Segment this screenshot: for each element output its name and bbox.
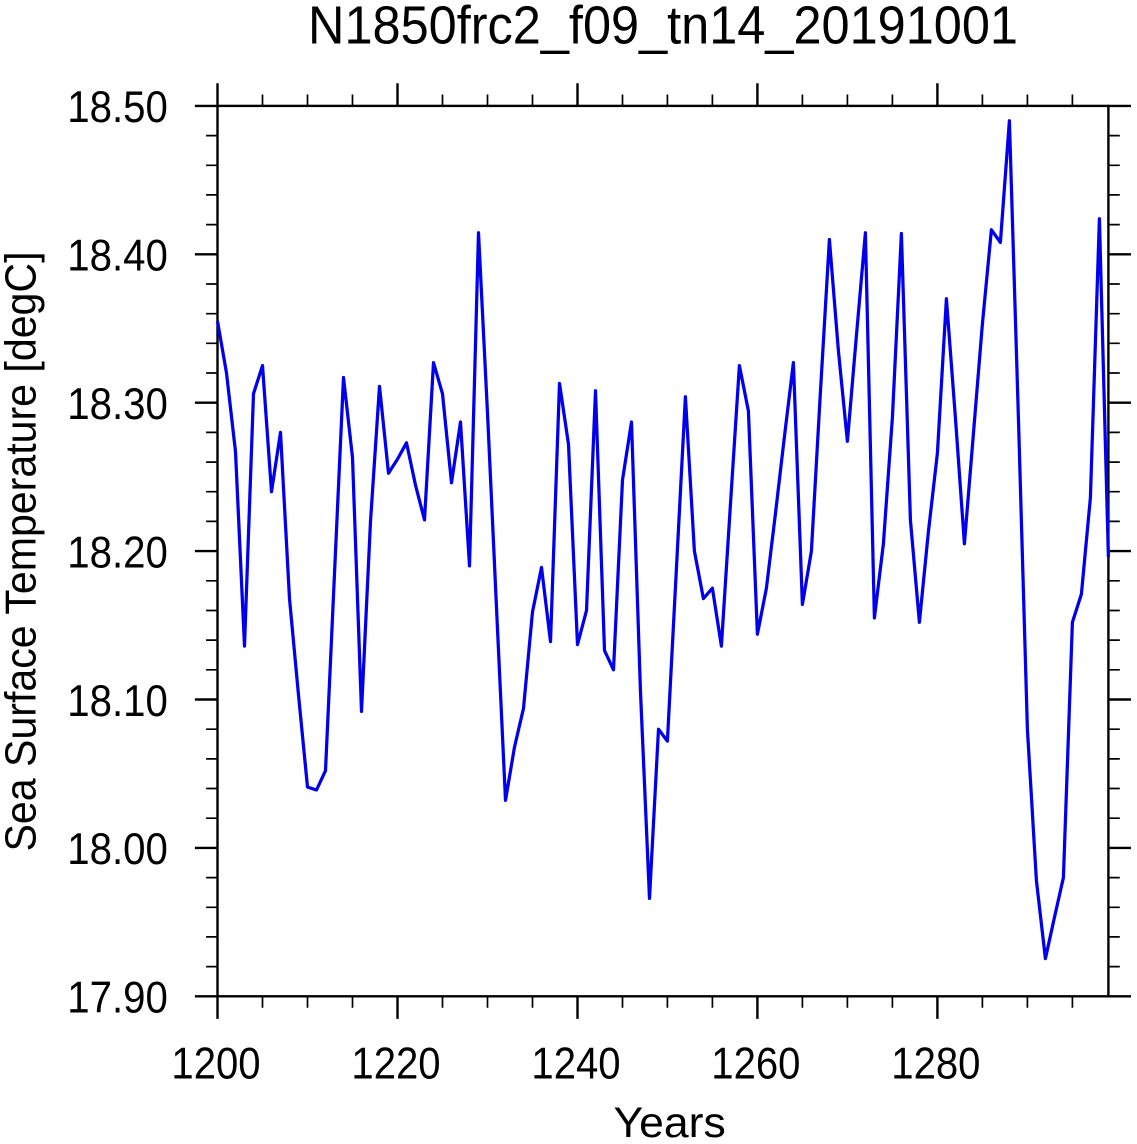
svg-text:Years: Years [614, 1100, 726, 1144]
svg-text:18.20: 18.20 [67, 528, 168, 577]
svg-text:1240: 1240 [531, 1040, 620, 1089]
svg-text:17.90: 17.90 [67, 974, 168, 1023]
svg-text:1200: 1200 [171, 1040, 260, 1089]
svg-text:18.30: 18.30 [67, 380, 168, 429]
svg-text:1220: 1220 [351, 1040, 440, 1089]
svg-text:N1850frc2_f09_tn14_20191001: N1850frc2_f09_tn14_20191001 [308, 0, 1018, 56]
svg-text:Sea Surface Temperature [degC]: Sea Surface Temperature [degC] [0, 252, 46, 852]
svg-text:1260: 1260 [711, 1040, 800, 1089]
svg-text:18.40: 18.40 [67, 232, 168, 281]
svg-text:18.00: 18.00 [67, 825, 168, 874]
svg-text:18.50: 18.50 [67, 83, 168, 132]
svg-text:1280: 1280 [891, 1040, 980, 1089]
svg-text:18.10: 18.10 [67, 677, 168, 726]
